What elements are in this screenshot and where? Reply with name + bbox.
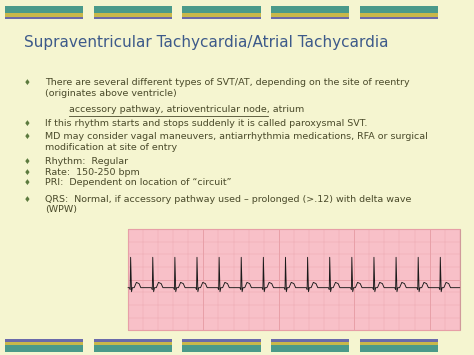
Text: Rhythm:  Regular: Rhythm: Regular bbox=[45, 157, 128, 166]
FancyBboxPatch shape bbox=[360, 339, 438, 342]
FancyBboxPatch shape bbox=[94, 17, 172, 19]
FancyBboxPatch shape bbox=[94, 6, 172, 13]
FancyBboxPatch shape bbox=[182, 13, 261, 17]
FancyBboxPatch shape bbox=[360, 6, 438, 13]
FancyBboxPatch shape bbox=[5, 6, 83, 13]
Text: ♦: ♦ bbox=[24, 78, 31, 87]
FancyBboxPatch shape bbox=[182, 342, 261, 345]
Text: ♦: ♦ bbox=[24, 157, 31, 166]
Text: ♦: ♦ bbox=[24, 195, 31, 203]
Text: Supraventricular Tachycardia/Atrial Tachycardia: Supraventricular Tachycardia/Atrial Tach… bbox=[24, 36, 388, 50]
FancyBboxPatch shape bbox=[360, 13, 438, 17]
FancyBboxPatch shape bbox=[94, 345, 172, 352]
FancyBboxPatch shape bbox=[94, 342, 172, 345]
FancyBboxPatch shape bbox=[360, 345, 438, 352]
Text: QRS:  Normal, if accessory pathway used – prolonged (>.12) with delta wave
(WPW): QRS: Normal, if accessory pathway used –… bbox=[45, 195, 411, 214]
FancyBboxPatch shape bbox=[360, 342, 438, 345]
FancyBboxPatch shape bbox=[5, 339, 83, 342]
FancyBboxPatch shape bbox=[360, 17, 438, 19]
Text: There are several different types of SVT/AT, depending on the site of reentry
(o: There are several different types of SVT… bbox=[45, 78, 410, 98]
FancyBboxPatch shape bbox=[5, 342, 83, 345]
Text: accessory pathway, atrioventricular node, atrium: accessory pathway, atrioventricular node… bbox=[69, 105, 304, 114]
FancyBboxPatch shape bbox=[94, 13, 172, 17]
Text: ♦: ♦ bbox=[24, 132, 31, 141]
Text: ♦: ♦ bbox=[24, 168, 31, 176]
FancyBboxPatch shape bbox=[128, 229, 460, 330]
FancyBboxPatch shape bbox=[271, 339, 349, 342]
FancyBboxPatch shape bbox=[271, 13, 349, 17]
FancyBboxPatch shape bbox=[182, 345, 261, 352]
FancyBboxPatch shape bbox=[5, 13, 83, 17]
FancyBboxPatch shape bbox=[271, 342, 349, 345]
FancyBboxPatch shape bbox=[5, 17, 83, 19]
FancyBboxPatch shape bbox=[94, 339, 172, 342]
FancyBboxPatch shape bbox=[5, 345, 83, 352]
Text: Rate:  150-250 bpm: Rate: 150-250 bpm bbox=[45, 168, 140, 176]
Text: If this rhythm starts and stops suddenly it is called paroxysmal SVT.: If this rhythm starts and stops suddenly… bbox=[45, 119, 367, 127]
FancyBboxPatch shape bbox=[271, 17, 349, 19]
Text: ♦: ♦ bbox=[24, 119, 31, 127]
FancyBboxPatch shape bbox=[271, 6, 349, 13]
Text: PRI:  Dependent on location of “circuit”: PRI: Dependent on location of “circuit” bbox=[45, 178, 231, 187]
FancyBboxPatch shape bbox=[182, 17, 261, 19]
Text: MD may consider vagal maneuvers, antiarrhythmia medications, RFA or surgical
mod: MD may consider vagal maneuvers, antiarr… bbox=[45, 132, 428, 152]
FancyBboxPatch shape bbox=[182, 339, 261, 342]
Text: ♦: ♦ bbox=[24, 178, 31, 187]
FancyBboxPatch shape bbox=[271, 345, 349, 352]
FancyBboxPatch shape bbox=[182, 6, 261, 13]
